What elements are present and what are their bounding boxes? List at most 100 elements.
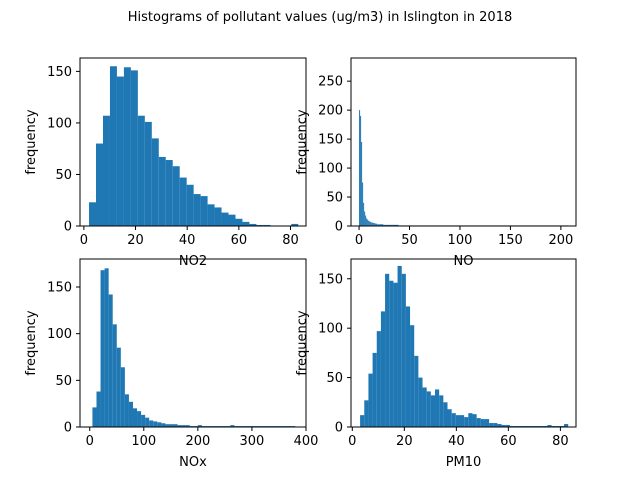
histogram-bar [116, 347, 121, 427]
x-tick-label: 400 [294, 434, 319, 449]
histogram-bars [360, 265, 569, 427]
histogram-bar [547, 425, 552, 427]
histogram-bar [116, 76, 124, 226]
histogram-bars [92, 268, 296, 427]
histogram-bar [414, 355, 419, 427]
x-tick-label: 60 [500, 434, 517, 449]
histogram-bar [207, 204, 215, 226]
y-tick-label: 150 [47, 281, 72, 296]
histogram-bar [372, 352, 377, 427]
histogram-bar [426, 391, 431, 427]
histogram-bar [397, 265, 402, 427]
histogram-bar [393, 282, 398, 427]
histogram-bar [379, 224, 382, 226]
histogram-bar [564, 424, 569, 427]
x-tick-label: 200 [548, 233, 573, 248]
histogram-bar [100, 270, 105, 427]
histogram-bar [468, 413, 473, 427]
histogram-bar [377, 224, 379, 226]
y-tick-label: 150 [318, 133, 343, 148]
x-tick-label: 200 [185, 434, 210, 449]
histogram-bar [214, 207, 222, 226]
histogram-bar [435, 389, 440, 427]
histogram-bar [472, 414, 477, 427]
x-tick-label: 80 [552, 434, 569, 449]
histogram-bar [374, 223, 376, 226]
y-tick-label: 0 [64, 220, 72, 235]
histogram-bar [447, 409, 452, 427]
y-axis-label: frequency [24, 310, 39, 376]
histogram-bar [371, 222, 373, 226]
histogram-bar [430, 395, 436, 427]
histogram-bar [120, 367, 125, 427]
histogram-bar [373, 223, 375, 226]
histogram-bar [104, 268, 109, 427]
y-tick-label: 0 [64, 421, 72, 436]
histogram-bar [186, 184, 194, 226]
axes-frame [79, 57, 307, 227]
histogram-bar [360, 115, 362, 226]
x-axis-label: NOx [179, 455, 207, 470]
y-tick-label: 50 [55, 374, 72, 389]
histogram-bar [368, 373, 373, 427]
histogram-bar [455, 415, 460, 427]
histogram-bar [132, 408, 138, 427]
histogram-bar [368, 220, 370, 226]
histogram-bar [385, 273, 390, 427]
histogram-bar [361, 142, 363, 226]
histogram-bar [385, 224, 388, 226]
y-tick-label: 50 [326, 191, 343, 206]
figure-title: Histograms of pollutant values (ug/m3) i… [128, 10, 513, 25]
histogram-bar [124, 394, 129, 427]
histogram-bar [480, 419, 485, 427]
y-axis-label: frequency [295, 109, 310, 175]
histogram-bar [464, 417, 469, 427]
x-tick-label: 0 [80, 233, 88, 248]
y-tick-label: 150 [47, 65, 72, 80]
x-axis-label: PM10 [446, 455, 482, 470]
histogram-bar [401, 273, 406, 427]
y-tick-label: 0 [335, 220, 343, 235]
histogram-bar [92, 407, 97, 427]
histogram-bar [392, 224, 396, 226]
histogram-bar [405, 306, 411, 427]
histogram-bar [376, 331, 381, 427]
y-axis-label: frequency [24, 109, 39, 175]
y-axis-label: frequency [295, 310, 310, 376]
histogram-bar [200, 196, 208, 226]
histogram-bar [157, 422, 162, 427]
histogram-bar [256, 224, 264, 226]
histogram-bar [364, 211, 366, 226]
histogram-bar [249, 223, 257, 226]
histogram-bar [380, 311, 386, 427]
histogram-bar [158, 156, 166, 226]
y-tick-label: 100 [47, 116, 72, 131]
axes-frame [350, 57, 577, 227]
y-tick-label: 250 [318, 75, 343, 90]
histogram-bar [489, 423, 494, 427]
x-tick-label: 20 [396, 434, 413, 449]
x-tick-label: 40 [179, 233, 196, 248]
histogram-bar [123, 67, 131, 226]
y-tick-label: 0 [335, 421, 343, 436]
histogram-bar [145, 417, 150, 427]
histogram-bars [89, 66, 299, 227]
histogram-bar [439, 395, 444, 427]
histogram-bar [228, 214, 236, 226]
y-tick-label: 100 [47, 327, 72, 342]
histogram-bar [383, 224, 386, 226]
histogram-bar [375, 223, 377, 226]
histogram-bar [165, 424, 170, 427]
histogram-bar [89, 202, 97, 226]
x-tick-label: 0 [86, 434, 94, 449]
histogram-bar [153, 421, 158, 427]
histogram-bar [137, 411, 142, 427]
subplot-1: 0 20 40 60 80 0 50 100 150 NO2 frequency [24, 57, 307, 269]
histogram-bar [151, 138, 159, 226]
y-tick-label: 150 [318, 272, 343, 287]
histogram-bar [369, 221, 371, 226]
histogram-bar [359, 110, 361, 226]
histogram-bar [362, 182, 364, 226]
